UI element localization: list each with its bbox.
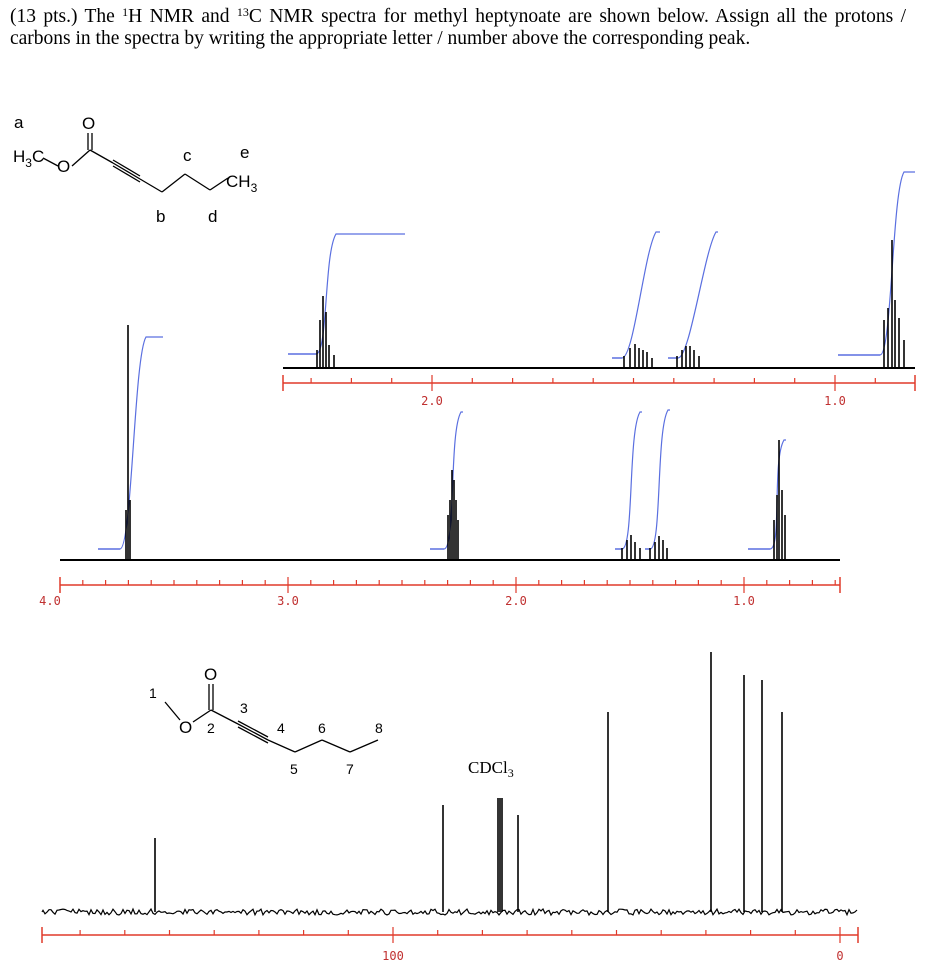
ester-oxygen: O: [179, 718, 192, 737]
bond: [210, 709, 239, 725]
bond: [192, 709, 212, 723]
bond: [349, 739, 379, 753]
axis-label: 3.0: [277, 594, 299, 608]
integral-curve: [621, 411, 642, 550]
subscript: 3: [25, 156, 32, 170]
carbon-number: 8: [375, 720, 383, 736]
integral-curve: [649, 409, 670, 550]
subscript: 3: [251, 181, 258, 195]
carbonyl-oxygen: O: [82, 114, 95, 133]
proton-label: e: [240, 143, 249, 162]
carbon-number: 4: [277, 720, 285, 736]
bond: [209, 177, 229, 191]
proton-label: c: [183, 146, 192, 165]
atom: C: [32, 147, 44, 166]
triple-bond: [112, 159, 141, 177]
carbon-number: 3: [240, 700, 248, 716]
bond: [89, 149, 114, 164]
integral-curve: [315, 233, 405, 355]
superscript: 1: [122, 5, 129, 19]
carbon-number: 2: [207, 720, 215, 736]
subscript: 3: [508, 766, 514, 780]
carbon-number: 7: [346, 761, 354, 777]
question-part: (13 pts.) The: [10, 6, 123, 27]
solvent-label: CDCl3: [468, 758, 514, 780]
bond: [161, 173, 186, 193]
carbon-number: 1: [149, 685, 157, 701]
bond: [267, 739, 296, 753]
methyl-group: H3C: [13, 147, 44, 170]
superscript: 13: [236, 5, 249, 19]
carbon-number: 6: [318, 720, 326, 736]
axis-label: 2.0: [505, 594, 527, 608]
proton-label: b: [156, 207, 165, 226]
question-text: (13 pts.) The 1H NMR and 13C NMR spectra…: [10, 6, 906, 50]
proton-label: d: [208, 207, 217, 226]
atom: CH: [226, 172, 251, 191]
bond: [184, 173, 211, 191]
axis-label: 4.0: [39, 594, 61, 608]
baseline-noise: [41, 907, 858, 917]
question-part: H NMR and: [128, 6, 237, 27]
bond: [321, 739, 351, 753]
bond: [294, 739, 323, 753]
integral-curve: [119, 336, 163, 550]
proton-label: a: [14, 113, 24, 132]
integral-curve: [879, 171, 915, 356]
axis-label: 1.0: [733, 594, 755, 608]
integral-curve: [677, 231, 718, 359]
triple-bond: [237, 726, 269, 744]
question-part: C NMR spectra for methyl heptynoate are …: [10, 6, 906, 49]
carbon-number: 5: [290, 761, 298, 777]
formula: CDCl: [468, 758, 508, 777]
axis-label: 0: [836, 949, 843, 963]
atom: H: [13, 147, 25, 166]
bond: [164, 701, 181, 721]
axis-label: 2.0: [421, 394, 443, 408]
bond: [71, 149, 91, 167]
integral-curve: [769, 439, 786, 550]
axis-label: 1.0: [824, 394, 846, 408]
axis-label: 100: [382, 949, 404, 963]
triple-bond: [237, 720, 269, 738]
triple-bond: [112, 162, 141, 180]
triple-bond: [237, 723, 269, 741]
integral-curve: [621, 231, 660, 359]
terminal-methyl: CH3: [226, 172, 258, 195]
bond: [139, 178, 163, 193]
carbonyl-oxygen: O: [204, 665, 217, 684]
bond: [42, 157, 59, 167]
ester-oxygen: O: [57, 157, 70, 176]
triple-bond: [112, 165, 141, 183]
